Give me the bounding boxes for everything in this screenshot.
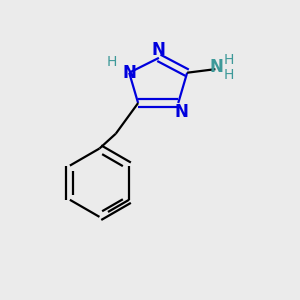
Text: H: H bbox=[107, 55, 117, 69]
Text: N: N bbox=[152, 40, 166, 58]
Text: H: H bbox=[224, 68, 234, 82]
Text: N: N bbox=[209, 58, 223, 76]
Text: N: N bbox=[122, 64, 136, 82]
Text: H: H bbox=[224, 53, 234, 67]
Text: N: N bbox=[174, 103, 188, 121]
